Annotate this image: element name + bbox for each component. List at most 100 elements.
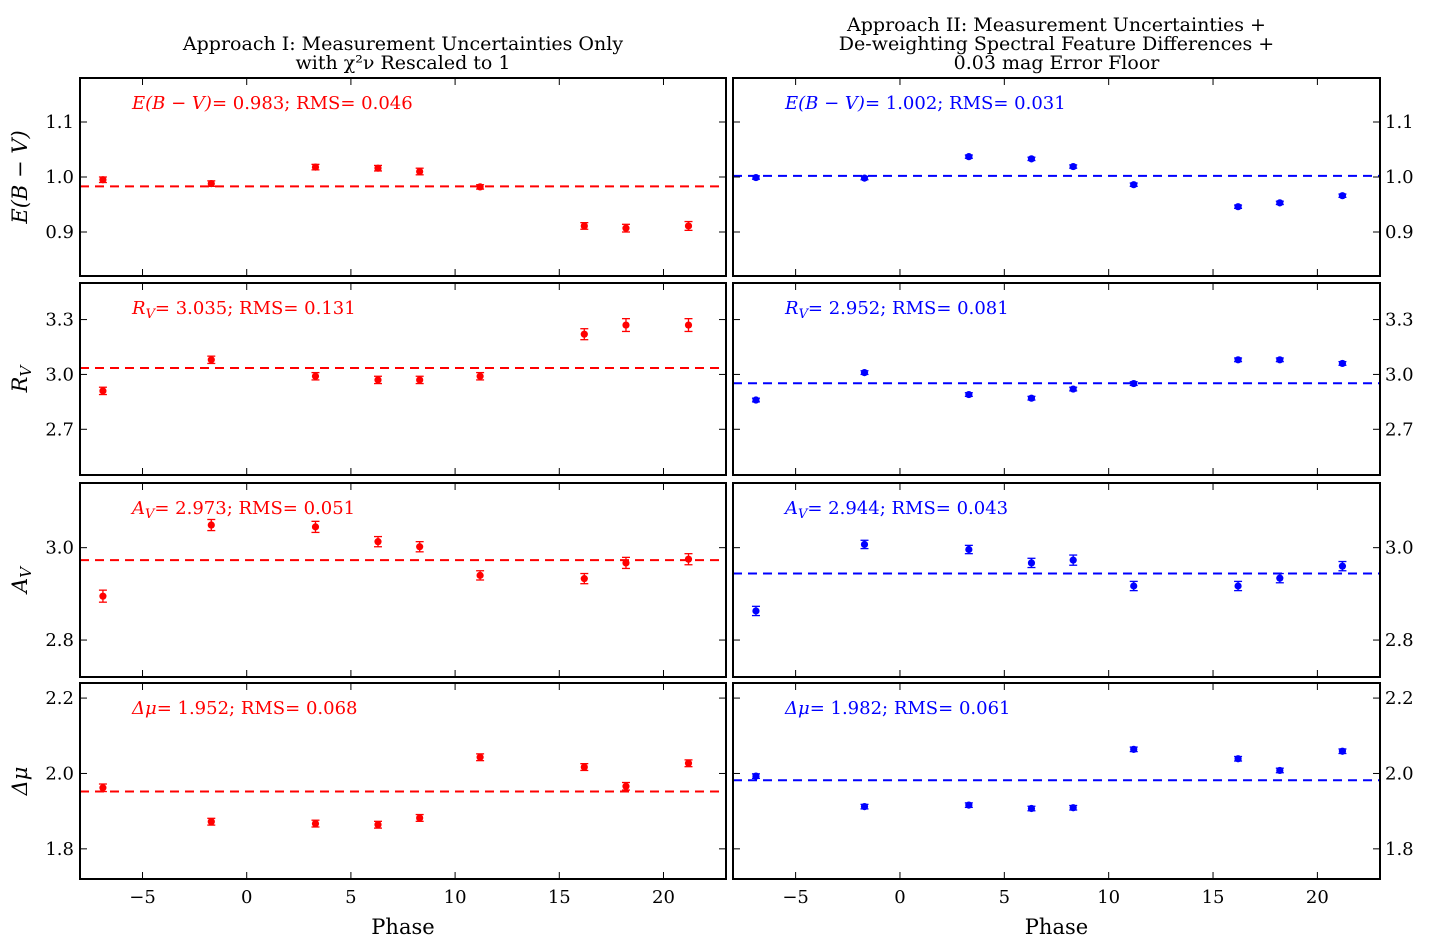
x-axis-label-2: Phase [1025, 915, 1088, 939]
data-point [752, 396, 760, 404]
panel-annotation: RV= 3.035; RMS= 0.131 [131, 298, 356, 322]
data-point [1069, 162, 1077, 171]
column-title-2-line-1: Approach II: Measurement Uncertainties + [846, 14, 1266, 36]
panel-r2-c1: RV= 3.035; RMS= 0.131 2.7 3.0 3.3 [45, 282, 727, 476]
x-tick-label: 5 [345, 887, 356, 908]
x-tick-label: 15 [1202, 887, 1225, 908]
panel-r2-c2: RV= 2.952; RMS= 0.081 2.7 3.0 3.3 [732, 282, 1414, 476]
y-tick-label: 3.3 [45, 310, 74, 331]
data-point [1130, 181, 1138, 189]
data-point [965, 801, 973, 809]
panel-annotation: E(B − V)= 1.002; RMS= 0.031 [784, 93, 1066, 114]
panel-frame [79, 282, 727, 476]
data-point [1234, 203, 1242, 211]
y-tick-label: 2.2 [45, 688, 74, 709]
data-point [1234, 582, 1242, 590]
panel-frame [79, 682, 727, 880]
data-point [374, 821, 382, 829]
data-point [374, 376, 382, 384]
data-point [1069, 556, 1077, 564]
data-point [207, 180, 215, 188]
panel-r3-c1: AV= 2.973; RMS= 0.051 2.8 3.0 [45, 482, 727, 678]
panel-frame [732, 682, 1381, 880]
data-point [476, 753, 484, 761]
data-point [580, 222, 588, 230]
panel-r4-c2: Δμ= 1.982; RMS= 0.061 −5 0 5 10 15 20 1.8 2.0 2.2 [732, 682, 1414, 908]
data-point [311, 523, 320, 531]
data-point [580, 330, 588, 338]
data-point [99, 784, 107, 792]
y-tick-label: 1.1 [1385, 112, 1414, 133]
x-tick-label: 15 [548, 887, 571, 908]
y-tick-label: 3.3 [1385, 310, 1414, 331]
x-tick-label: 20 [1306, 887, 1329, 908]
panel-frame [79, 482, 727, 678]
data-point [311, 819, 320, 828]
data-point [1338, 192, 1347, 200]
panel-annotation: Δμ= 1.982; RMS= 0.061 [784, 698, 1010, 719]
data-point [752, 607, 760, 615]
data-point [476, 571, 484, 579]
data-point [1027, 804, 1036, 813]
data-point [684, 321, 693, 329]
data-point [1338, 359, 1347, 368]
column-title-2-line-3: 0.03 mag Error Floor [954, 52, 1161, 74]
y-tick-label: 1.8 [1385, 839, 1414, 860]
x-tick-label: 10 [444, 887, 467, 908]
data-point [684, 222, 693, 230]
x-tick-label: −5 [129, 887, 156, 908]
data-point [622, 224, 630, 232]
panel-r3-c2: AV= 2.944; RMS= 0.043 2.8 3.0 [732, 482, 1414, 678]
panel-r4-c1: Δμ= 1.952; RMS= 0.068 −5 0 5 10 15 20 1.8 2.0 2.2 [45, 682, 727, 908]
data-point [1276, 766, 1284, 775]
data-point [580, 763, 588, 771]
panel-frame [732, 482, 1381, 678]
x-tick-label: 10 [1097, 887, 1120, 908]
x-axis-label-1: Phase [371, 915, 434, 939]
data-point [622, 782, 630, 790]
y-axis-label-2: RV [8, 364, 35, 394]
panel-annotation: Δμ= 1.952; RMS= 0.068 [131, 698, 357, 719]
data-point [1130, 582, 1138, 590]
panel-annotation: AV= 2.944; RMS= 0.043 [783, 498, 1008, 522]
data-point [860, 540, 869, 549]
data-point [684, 759, 693, 767]
data-point [99, 176, 107, 184]
y-tick-label: 2.7 [1385, 419, 1414, 440]
x-tick-label: 20 [652, 887, 675, 908]
data-point [965, 390, 973, 399]
panel-r1-c2: E(B − V)= 1.002; RMS= 0.031 0.9 1.0 1.1 [732, 77, 1414, 277]
panel-annotation: E(B − V)= 0.983; RMS= 0.046 [131, 93, 413, 114]
data-point [1234, 356, 1242, 364]
data-point [374, 538, 382, 546]
y-tick-label: 3.0 [45, 364, 74, 385]
data-point [1069, 385, 1077, 393]
y-axis-label-3: AV [8, 565, 35, 595]
data-point [860, 369, 869, 377]
x-tick-label: 0 [241, 887, 252, 908]
data-point [311, 163, 320, 171]
data-point [476, 372, 484, 380]
y-axis-label-4: Δμ [8, 767, 32, 797]
data-point [207, 818, 215, 826]
data-point [1338, 747, 1347, 755]
data-point [1069, 804, 1077, 812]
y-tick-label: 0.9 [45, 222, 74, 243]
y-tick-label: 3.0 [1385, 364, 1414, 385]
data-point [965, 153, 973, 161]
data-point [1276, 356, 1284, 364]
data-point [752, 772, 760, 780]
data-point [752, 173, 760, 182]
data-point [1276, 199, 1284, 207]
y-tick-label: 1.1 [45, 112, 74, 133]
data-point [416, 543, 424, 551]
data-point [1027, 155, 1036, 163]
data-point [1234, 755, 1242, 763]
data-point [622, 559, 630, 567]
data-point [860, 803, 869, 811]
y-tick-label: 1.0 [1385, 167, 1414, 188]
panel-r1-c1: E(B − V)= 0.983; RMS= 0.046 0.9 1.0 1.1 [45, 77, 727, 277]
data-point [416, 814, 424, 822]
column-title-1-line-2: with χ²ν Rescaled to 1 [296, 52, 511, 74]
